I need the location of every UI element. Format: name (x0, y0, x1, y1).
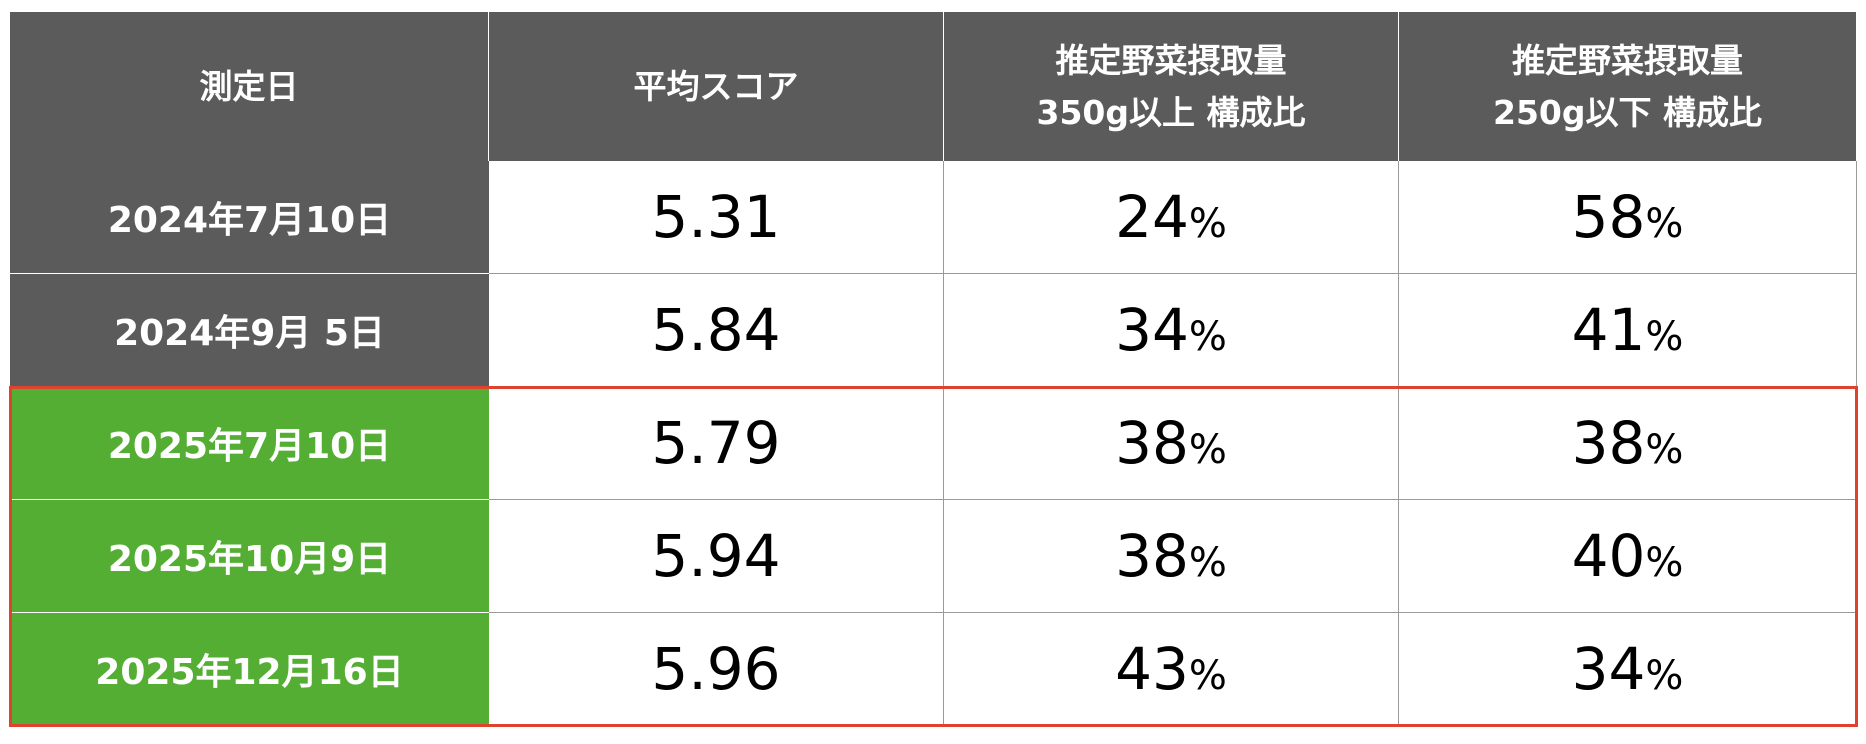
value-cell: 38% (1399, 387, 1857, 500)
value-cell: 5.79 (489, 387, 944, 500)
date-cell: 2024年9月 5日 (10, 274, 489, 387)
date-text: 2025年7月10日 (107, 426, 392, 467)
value-cell: 24% (944, 161, 1399, 274)
value-text: 38% (1571, 409, 1684, 477)
value-cell: 5.94 (489, 500, 944, 613)
value-text: 5.96 (651, 635, 781, 703)
value-cell: 34% (944, 274, 1399, 387)
value-text: 40% (1571, 522, 1684, 590)
value-cell: 38% (944, 500, 1399, 613)
date-cell: 2025年12月16日 (10, 613, 489, 726)
value-text: 38% (1115, 522, 1227, 590)
value-text: 5.94 (651, 522, 781, 590)
header-cell: 推定野菜摂取量 350g以上 構成比 (944, 12, 1399, 161)
value-text: 58% (1571, 183, 1684, 251)
value-cell: 40% (1399, 500, 1857, 613)
header-text: 測定日 (199, 66, 299, 106)
value-cell: 38% (944, 387, 1399, 500)
header-cell: 推定野菜摂取量 250g以下 構成比 (1399, 12, 1857, 161)
value-text: 34% (1115, 296, 1227, 364)
header-text: 推定野菜摂取量 (1512, 40, 1743, 80)
value-text: 38% (1115, 409, 1227, 477)
header-cell: 測定日 (10, 12, 489, 161)
value-text: 41% (1571, 296, 1684, 364)
header-text: 350g以上 構成比 (1036, 92, 1306, 132)
value-text: 24% (1115, 183, 1227, 251)
date-text: 2024年7月10日 (107, 200, 392, 241)
value-cell: 41% (1399, 274, 1857, 387)
value-cell: 43% (944, 613, 1399, 726)
value-cell: 5.84 (489, 274, 944, 387)
value-cell: 5.31 (489, 161, 944, 274)
header-text: 250g以下 構成比 (1493, 92, 1762, 132)
value-text: 5.79 (651, 409, 781, 477)
date-text: 2025年12月16日 (95, 652, 404, 693)
value-text: 5.31 (651, 183, 781, 251)
date-cell: 2024年7月10日 (10, 161, 489, 274)
date-cell: 2025年10月9日 (10, 500, 489, 613)
value-cell: 5.96 (489, 613, 944, 726)
header-text: 推定野菜摂取量 (1055, 40, 1287, 80)
date-text: 2024年9月 5日 (114, 313, 385, 354)
value-cell: 34% (1399, 613, 1857, 726)
value-text: 43% (1115, 635, 1227, 703)
date-text: 2025年10月9日 (107, 539, 392, 580)
header-text: 平均スコア (633, 66, 799, 106)
date-cell: 2025年7月10日 (10, 387, 489, 500)
value-text: 5.84 (651, 296, 781, 364)
header-cell: 平均スコア (489, 12, 944, 161)
value-cell: 58% (1399, 161, 1857, 274)
value-text: 34% (1571, 635, 1684, 703)
